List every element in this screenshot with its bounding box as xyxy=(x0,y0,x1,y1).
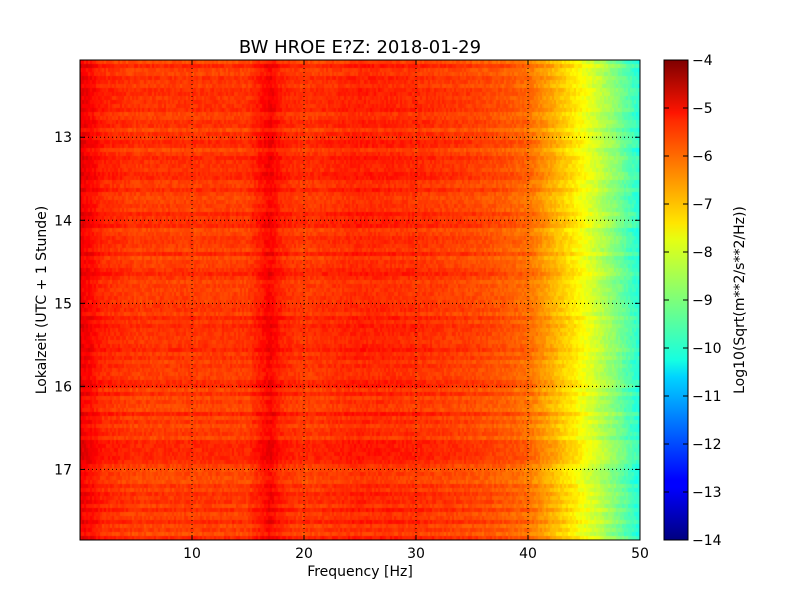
x-tick-label: 20 xyxy=(295,546,313,562)
chart-title: BW HROE E?Z: 2018-01-29 xyxy=(239,37,481,58)
x-tick-label: 50 xyxy=(631,546,649,562)
colorbar-tick-label: −6 xyxy=(692,149,713,165)
colorbar-tick-label: −4 xyxy=(692,53,713,69)
y-axis-label: Lokalzeit (UTC + 1 Stunde) xyxy=(34,206,50,395)
grid-lines xyxy=(80,60,640,540)
colorbar-label: Log10(Sqrt(m**2/s**2/Hz)) xyxy=(732,206,748,394)
plot-frame xyxy=(79,59,641,541)
colorbar-tick-label: −11 xyxy=(692,389,722,405)
colorbar-tick-label: −8 xyxy=(692,245,713,261)
colorbar-tick-label: −7 xyxy=(692,197,713,213)
x-axis-label: Frequency [Hz] xyxy=(307,564,413,580)
colorbar-ticks: −4 −5 −6 −7 −8 −9 −10 −11 −12 −13 −14 xyxy=(664,53,722,549)
heatmap-cells xyxy=(80,60,640,540)
x-axis: 10 20 30 40 50 xyxy=(183,60,649,562)
y-tick-label: 14 xyxy=(54,213,72,229)
x-tick-label: 40 xyxy=(519,546,537,562)
x-tick-label: 30 xyxy=(407,546,425,562)
y-tick-label: 17 xyxy=(54,462,72,478)
x-tick-label: 10 xyxy=(183,546,201,562)
y-tick-label: 16 xyxy=(54,379,72,395)
y-tick-label: 15 xyxy=(54,296,72,312)
colorbar-tick-label: −14 xyxy=(692,533,722,549)
y-tick-label: 13 xyxy=(54,130,72,146)
colorbar-tick-label: −10 xyxy=(692,341,722,357)
colorbar-tick-label: −9 xyxy=(692,293,713,309)
colorbar-tick-label: −5 xyxy=(692,101,713,117)
colorbar-tick-label: −12 xyxy=(692,437,722,453)
colorbar-tick-label: −13 xyxy=(692,485,722,501)
y-axis: 13 14 15 16 17 xyxy=(54,130,640,478)
